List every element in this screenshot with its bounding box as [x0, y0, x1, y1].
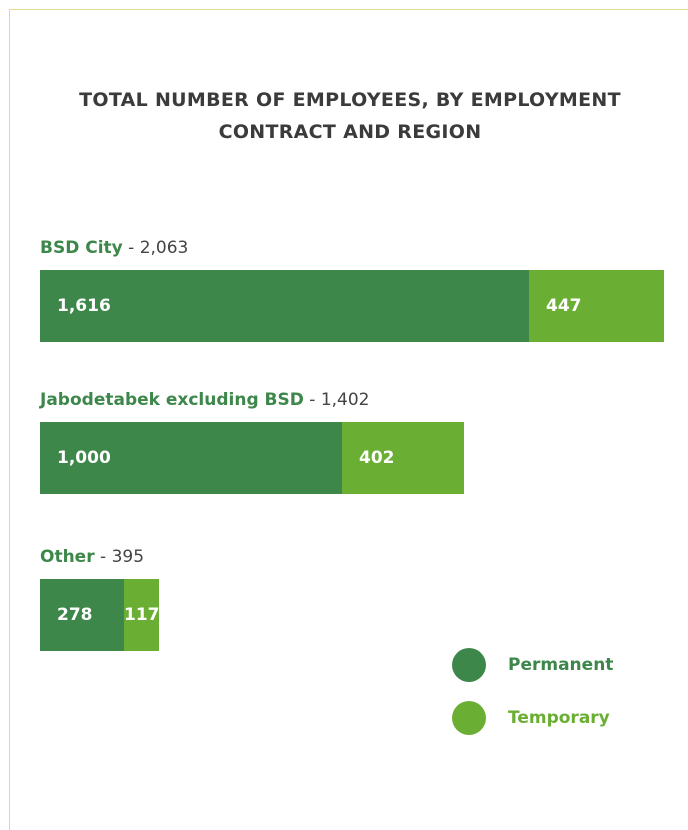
bar-segment-permanent: 1,616	[40, 270, 529, 342]
category-total: 2,063	[139, 238, 189, 258]
data-label: 402	[359, 448, 395, 468]
bar-segment-temporary: 447	[529, 270, 664, 342]
bar-segment-permanent: 278	[40, 579, 124, 651]
category-separator: -	[94, 547, 112, 567]
bar-segment-temporary: 117	[124, 579, 160, 651]
legend-item-temporary: Temporary	[452, 701, 610, 735]
legend-swatch	[452, 648, 486, 682]
category-label: Jabodetabek excluding BSD - 1,402	[40, 390, 370, 410]
category-separator: -	[303, 390, 321, 410]
legend-swatch	[452, 701, 486, 735]
data-label: 1,000	[57, 448, 111, 468]
category-name: Other	[40, 547, 95, 567]
category-label: BSD City - 2,063	[40, 238, 188, 258]
category-total: 395	[111, 547, 145, 567]
legend-label: Temporary	[508, 708, 610, 728]
bar-segment-temporary: 402	[342, 422, 464, 494]
legend-item-permanent: Permanent	[452, 648, 613, 682]
chart-title: TOTAL NUMBER OF EMPLOYEES, BY EMPLOYMENT…	[79, 89, 621, 143]
legend-label: Permanent	[508, 655, 614, 675]
card-border	[9, 9, 688, 830]
category-total: 1,402	[320, 390, 370, 410]
bar-segment-permanent: 1,000	[40, 422, 342, 494]
category-separator: -	[122, 238, 140, 258]
category-name: Jabodetabek excluding BSD	[40, 390, 304, 410]
category-label: Other - 395	[40, 547, 144, 567]
data-label: 117	[124, 605, 160, 625]
category-name: BSD City	[40, 238, 123, 258]
data-label: 447	[546, 296, 582, 316]
data-label: 1,616	[57, 296, 111, 316]
data-label: 278	[57, 605, 93, 625]
